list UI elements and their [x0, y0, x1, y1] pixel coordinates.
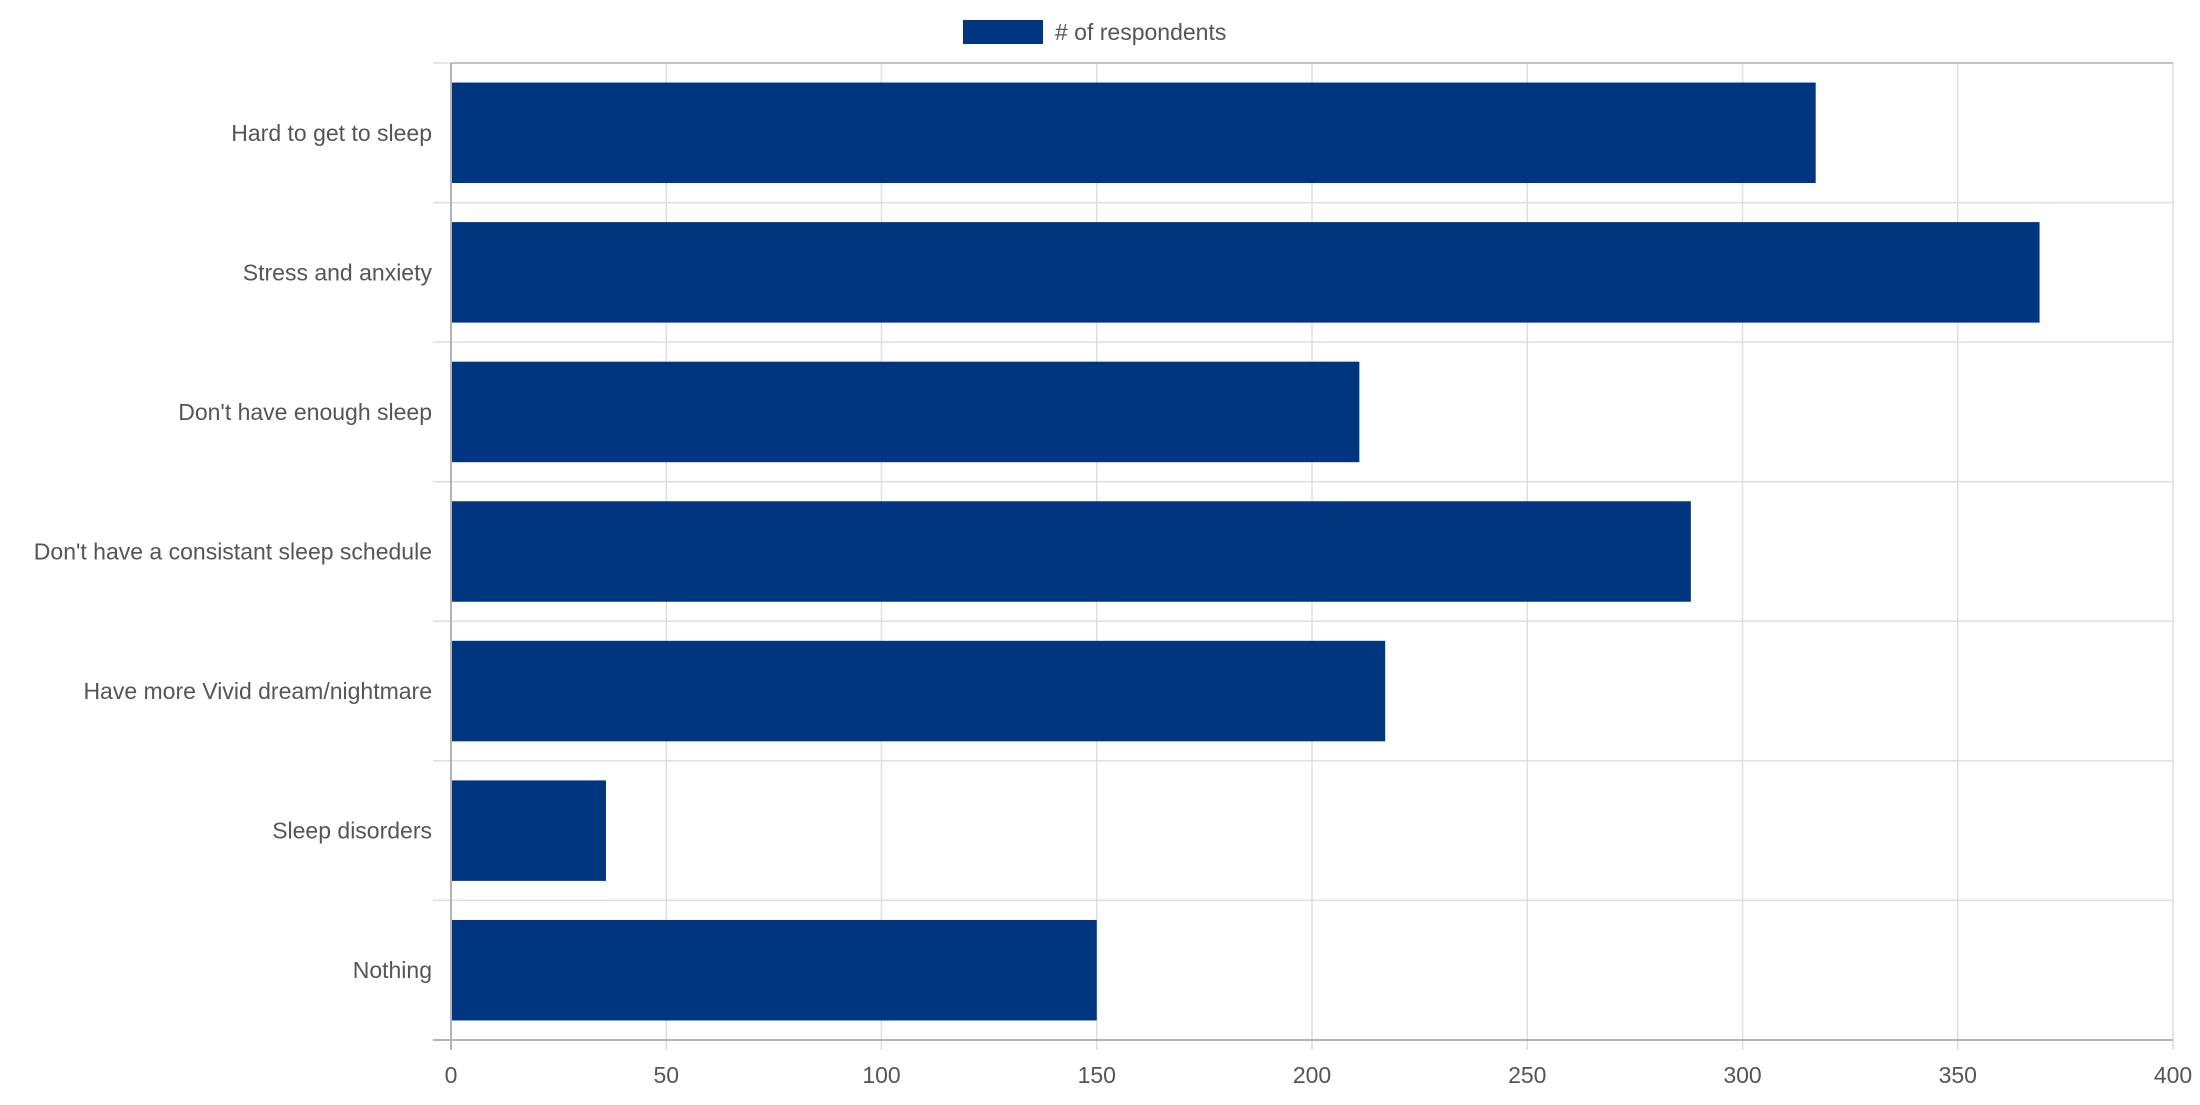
- legend[interactable]: # of respondents: [963, 19, 1226, 45]
- bar[interactable]: [451, 780, 606, 881]
- bar[interactable]: [451, 919, 1097, 1021]
- x-tick-label: 350: [1939, 1062, 1977, 1088]
- category-label: Sleep disorders: [272, 818, 432, 844]
- category-label: Have more Vivid dream/nightmare: [83, 678, 432, 704]
- x-tick-label: 250: [1508, 1062, 1546, 1088]
- category-label: Don't have enough sleep: [178, 399, 432, 425]
- bar[interactable]: [451, 501, 1691, 602]
- x-tick-label: 400: [2154, 1062, 2192, 1088]
- bar[interactable]: [451, 222, 2040, 323]
- x-tick-label: 50: [653, 1062, 679, 1088]
- bars-layer: [451, 82, 2040, 1021]
- category-label: Nothing: [353, 957, 432, 983]
- category-label: Hard to get to sleep: [231, 120, 432, 146]
- category-label: Don't have a consistant sleep schedule: [34, 539, 432, 565]
- x-tick-label: 200: [1293, 1062, 1331, 1088]
- x-tick-label: 0: [445, 1062, 458, 1088]
- bar[interactable]: [451, 82, 1816, 184]
- x-tick-label: 100: [862, 1062, 900, 1088]
- bar[interactable]: [451, 640, 1386, 742]
- bar[interactable]: [451, 361, 1360, 463]
- category-label: Stress and anxiety: [243, 259, 433, 285]
- x-tick-label: 150: [1078, 1062, 1116, 1088]
- legend-swatch: [963, 20, 1043, 44]
- axis-layer: 0 50 100 150 200 250 300 350 400 Hard to get to s…: [34, 62, 2192, 1088]
- legend-label: # of respondents: [1055, 19, 1226, 45]
- x-tick-label: 300: [1723, 1062, 1761, 1088]
